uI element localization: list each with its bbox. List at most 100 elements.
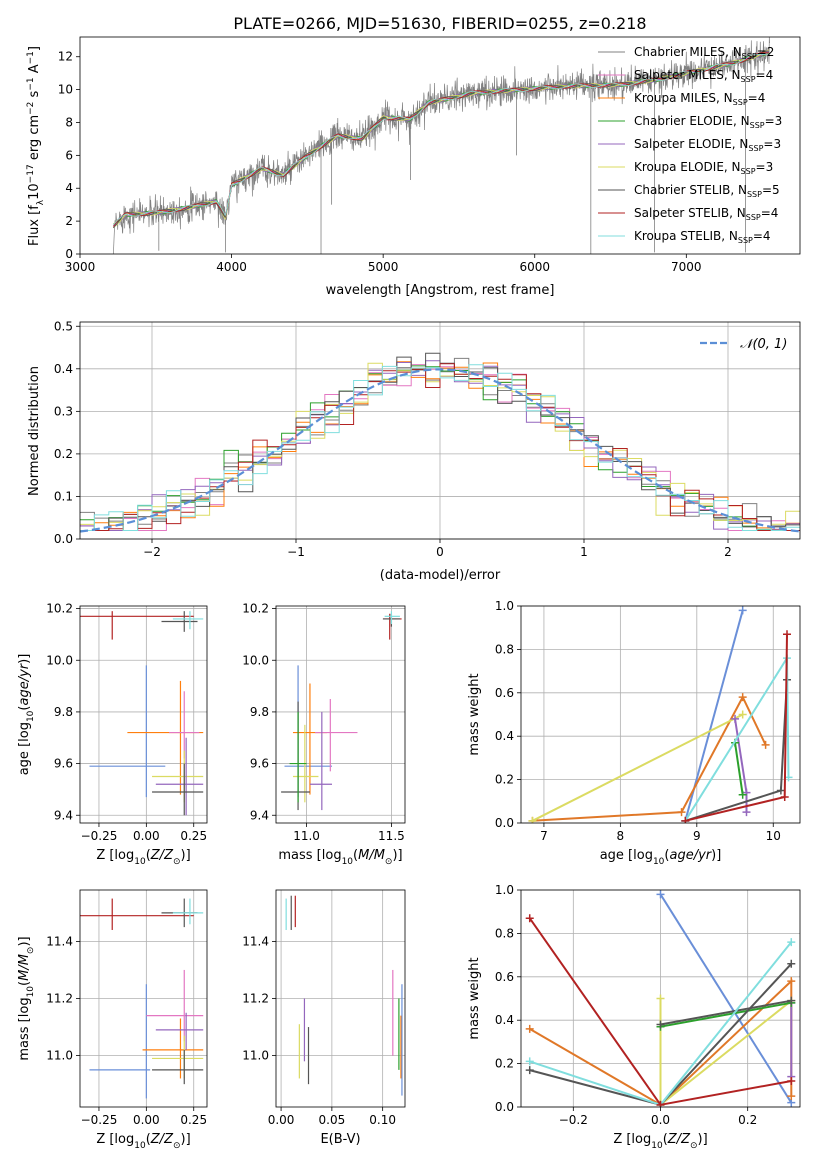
x-tick-label: 0.2: [738, 1113, 757, 1127]
x-tick-label: 1: [580, 545, 588, 559]
x-tick-label: −1: [287, 545, 305, 559]
age_vs_Z-frame: −0.25 0.00 0.25 9.4 9.6 9.8 10.0 10.2: [46, 602, 208, 843]
residuals-y-label: Normed distribution: [27, 366, 42, 496]
y-tick-label: 0: [65, 247, 73, 261]
label-part: 10: [26, 710, 36, 722]
legend-label-part: SSP: [733, 98, 748, 107]
age_vs_Z-plot-area: [80, 611, 204, 816]
mass_vs_ebv-x-label: E(B-V): [320, 1132, 360, 1147]
weight-marker: [787, 996, 796, 1005]
legend-label: Salpeter STELIB, NSSP=4: [634, 206, 778, 222]
weight-marker: [525, 1066, 534, 1075]
weight-line: [734, 742, 744, 795]
label-part: age [log: [600, 848, 653, 863]
x-tick-label: 0.0: [651, 1113, 670, 1127]
y-tick-label: 11.4: [46, 934, 73, 948]
x-tick-label: −0.25: [81, 829, 118, 843]
weight-marker: [787, 1092, 796, 1101]
label-part: 10: [342, 857, 354, 867]
y-tick-label: 1.0: [495, 599, 514, 613]
label-part: mass [log: [278, 848, 341, 863]
legend-label-part: SSP: [742, 52, 757, 61]
label-part: 10: [134, 857, 146, 867]
y-tick-label: 10.2: [46, 602, 73, 616]
x-tick-label: 0.00: [133, 829, 160, 843]
gaussian-legend-label: 𝒩(0, 1): [740, 337, 787, 352]
y-tick-label: 0.6: [495, 686, 514, 700]
y-tick-label: 11.2: [46, 992, 73, 1006]
label-part: 10: [27, 183, 42, 200]
legend-label-part: SSP: [738, 236, 753, 245]
y-tick-label: 1.0: [495, 883, 514, 897]
y-tick-label: 0.5: [54, 319, 73, 333]
legend-label-part: Kroupa ELODIE, N: [634, 160, 741, 174]
y-tick-label: 10.0: [242, 653, 269, 667]
age_vs_mass-frame: 11.0 11.5 9.4 9.6 9.8 10.0 10.2: [242, 602, 406, 843]
mass_vs_ebv-plot-area: [285, 895, 403, 1096]
y-tick-label: 8: [65, 115, 73, 129]
label-part: ]: [27, 46, 42, 51]
y-tick-label: 0.0: [495, 816, 514, 830]
mass_vs_Z-y-label: mass [log10(M/M⊙)]: [17, 936, 36, 1060]
y-tick-label: 12: [58, 50, 73, 64]
weight-marker: [776, 786, 785, 795]
x-tick-label: 11.0: [293, 829, 320, 843]
weight-marker: [787, 1076, 796, 1085]
y-tick-label: 0.2: [495, 773, 514, 787]
legend-label-part: SSP: [741, 167, 756, 176]
weight-marker: [656, 890, 665, 899]
legend-label: Chabrier ELODIE, NSSP=3: [634, 114, 782, 130]
label-part: Z [log: [96, 848, 134, 863]
legend-label: Salpeter ELODIE, NSSP=3: [634, 137, 781, 153]
weight-line: [659, 893, 793, 1104]
legend-label-part: =4: [761, 206, 779, 220]
age_vs_Z-axes: −0.25 0.00 0.25 9.4 9.6 9.8 10.0 10.2: [46, 602, 208, 843]
weight-marker: [787, 959, 796, 968]
label-part: M/M: [17, 954, 32, 981]
legend-label: Kroupa ELODIE, NSSP=3: [634, 160, 773, 176]
y-tick-label: 10: [58, 83, 73, 97]
legend-label-part: SSP: [741, 75, 756, 84]
y-tick-label: 0.4: [54, 362, 73, 376]
y-tick-label: 10.2: [242, 602, 269, 616]
x-tick-label: 7: [540, 829, 548, 843]
x-tick-label: 0: [436, 545, 444, 559]
legend-label-part: Kroupa STELIB, N: [634, 229, 738, 243]
weight_vs_Z-axes: −0.2 0.0 0.2 0.0 0.2 0.4 0.6 0.8 1.0: [495, 883, 801, 1127]
legend-label-part: Chabrier MILES, N: [634, 45, 742, 59]
label-part: s: [27, 90, 42, 101]
x-tick-label: −0.2: [559, 1113, 588, 1127]
legend-label-part: =4: [756, 68, 774, 82]
residuals-x-label: (data-model)/error: [380, 568, 501, 583]
label-part: age [log: [17, 722, 32, 775]
y-tick-label: 4: [65, 181, 73, 195]
weight-marker: [656, 1100, 665, 1107]
mass_vs_Z-frame: −0.25 0.00 0.25 11.0 11.2 11.4: [46, 889, 208, 1127]
label-part: )]: [17, 654, 32, 664]
weight-marker: [731, 714, 740, 723]
label-part: )]: [698, 1132, 708, 1147]
y-tick-label: 0.8: [495, 642, 514, 656]
x-tick-label: 6000: [519, 260, 550, 274]
label-part: (: [146, 1132, 151, 1147]
weight-marker: [738, 606, 747, 615]
weight-marker: [528, 816, 537, 823]
mass_vs_ebv-axes: 0.00 0.05 0.10 11.0 11.2 11.4: [242, 889, 406, 1127]
y-tick-label: 9.4: [250, 808, 269, 822]
x-tick-label: 7000: [671, 260, 702, 274]
weight-marker: [677, 808, 686, 817]
label-part: age/yr: [669, 848, 712, 863]
label-part: ⊙: [385, 857, 393, 867]
x-tick-label: 0.10: [369, 1113, 396, 1127]
legend-label-part: =3: [756, 160, 774, 174]
label-part: 10: [651, 1141, 663, 1151]
weight_vs_age-frame: 7 8 9 10 0.0 0.2 0.4 0.6 0.8 1.0: [495, 599, 801, 843]
figure-title: PLATE=0266, MJD=51630, FIBERID=0255, z=0…: [233, 14, 646, 33]
label-part: ⊙: [173, 857, 181, 867]
legend-label-part: =3: [765, 114, 783, 128]
label-part: −17: [26, 164, 36, 183]
weight-marker: [525, 914, 534, 923]
legend-label-part: =4: [753, 229, 771, 243]
x-tick-label: 8: [617, 829, 625, 843]
